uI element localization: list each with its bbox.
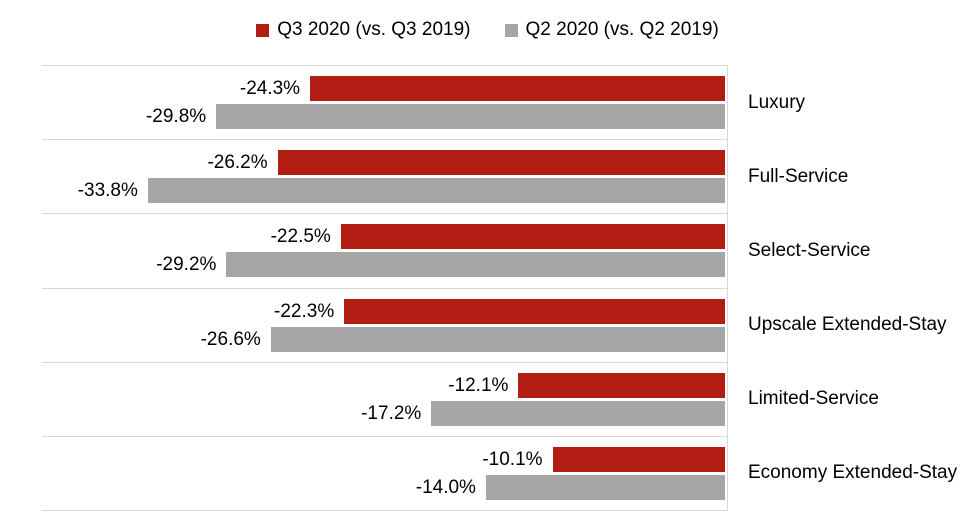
bar-q3-2020 xyxy=(344,298,725,324)
legend-swatch-q3-icon xyxy=(256,23,270,37)
category-row-full-service: -26.2% -33.8% Full-Service xyxy=(42,139,848,213)
category-label: Luxury xyxy=(748,91,806,113)
legend-item-q2-2020: Q2 2020 (vs. Q2 2019) xyxy=(504,17,719,43)
bar-line-q3-2020: -24.3% xyxy=(42,76,725,102)
legend-label-q3: Q3 2020 (vs. Q3 2019) xyxy=(277,19,471,40)
legend-item-q3-2020: Q3 2020 (vs. Q3 2019) xyxy=(256,17,471,43)
legend-swatch-q2-icon xyxy=(504,23,518,37)
legend-label-q2: Q2 2020 (vs. Q2 2019) xyxy=(525,19,719,40)
category-label: Economy Extended-Stay xyxy=(748,462,958,484)
bar-line-q3-2020: -22.5% xyxy=(42,224,725,250)
bar-line-q3-2020: -22.3% xyxy=(42,298,725,324)
category-label: Full-Service xyxy=(748,165,849,187)
data-label-q3-2020: -10.1% xyxy=(482,448,543,470)
data-label-q3-2020: -22.5% xyxy=(270,226,331,248)
data-label-q2-2020: -29.2% xyxy=(156,254,217,276)
bar-q2-2020 xyxy=(270,326,725,352)
bar-q3-2020 xyxy=(552,446,725,472)
category-row-limited-service: -12.1% -17.2% Limited-Service xyxy=(42,361,879,436)
bar-q2-2020 xyxy=(431,400,725,426)
bar-q3-2020 xyxy=(518,372,725,398)
category-row-upscale-extended-stay: -22.3% -26.6% Upscale Extended-Stay xyxy=(42,287,947,362)
data-label-q2-2020: -17.2% xyxy=(361,402,422,424)
chart-legend: Q3 2020 (vs. Q3 2019) Q2 2020 (vs. Q2 20… xyxy=(0,17,975,43)
bar-q3-2020 xyxy=(340,224,725,250)
bar-q3-2020 xyxy=(310,76,725,102)
data-label-q3-2020: -26.2% xyxy=(207,152,268,174)
bar-line-q3-2020: -12.1% xyxy=(42,372,725,398)
data-label-q2-2020: -33.8% xyxy=(77,180,138,202)
bar-q2-2020 xyxy=(216,104,725,130)
category-label: Upscale Extended-Stay xyxy=(748,314,947,336)
bar-line-q2-2020: -17.2% xyxy=(42,400,725,426)
bar-line-q2-2020: -29.2% xyxy=(42,252,725,278)
bar-q3-2020 xyxy=(277,150,725,176)
bar-line-q2-2020: -29.8% xyxy=(42,104,725,130)
bar-q2-2020 xyxy=(485,474,725,500)
data-label-q3-2020: -24.3% xyxy=(239,78,301,100)
data-label-q2-2020: -14.0% xyxy=(415,476,476,498)
data-label-q2-2020: -29.8% xyxy=(145,106,207,128)
bar-q2-2020 xyxy=(147,178,725,204)
category-row-select-service: -22.5% -29.2% Select-Service xyxy=(42,213,871,287)
data-label-q3-2020: -12.1% xyxy=(448,374,509,396)
bar-line-q3-2020: -26.2% xyxy=(42,150,725,176)
data-label-q2-2020: -26.6% xyxy=(200,328,261,350)
bar-line-q3-2020: -10.1% xyxy=(42,446,725,472)
bar-line-q2-2020: -14.0% xyxy=(42,474,725,500)
bar-q2-2020 xyxy=(226,252,725,278)
bar-line-q2-2020: -33.8% xyxy=(42,178,725,204)
category-label: Limited-Service xyxy=(748,388,879,410)
plot-area: -24.3% -29.8% Luxury -26.2% -33.8% Full-Servi… xyxy=(42,65,957,511)
category-row-luxury: -24.3% -29.8% Luxury xyxy=(42,65,805,139)
category-row-economy-extended-stay: -10.1% -14.0% Economy Extended-Stay xyxy=(42,435,957,510)
bar-line-q2-2020: -26.6% xyxy=(42,326,725,352)
data-label-q3-2020: -22.3% xyxy=(274,300,335,322)
category-label: Select-Service xyxy=(748,239,871,261)
